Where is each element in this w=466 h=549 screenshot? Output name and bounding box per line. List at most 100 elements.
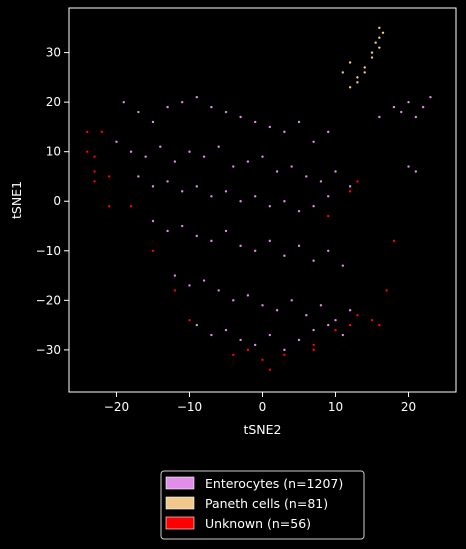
data-point-series-0 (202, 279, 206, 282)
data-point-series-2 (173, 289, 177, 292)
data-point-series-0 (246, 294, 250, 297)
data-point-series-0 (268, 125, 272, 129)
data-point-series-0 (253, 120, 257, 124)
data-point-series-0 (253, 343, 257, 347)
data-point-series-2 (86, 130, 89, 134)
data-point-series-2 (93, 155, 96, 158)
data-point-series-0 (246, 160, 250, 163)
legend-items: Enterocytes (n=1207) Paneth cells (n=81) U… (165, 476, 343, 531)
data-point-series-0 (290, 299, 293, 302)
data-point-series-2 (100, 130, 104, 134)
data-point-series-0 (210, 333, 213, 337)
data-point-series-0 (217, 145, 220, 148)
x-tick-label: 20 (401, 400, 416, 414)
data-point-series-0 (297, 209, 301, 213)
data-point-series-0 (407, 165, 410, 168)
data-point-series-1 (370, 51, 374, 54)
data-point-series-2 (283, 353, 286, 357)
x-axis-ticks: −20 −10 0 10 20 (104, 392, 416, 414)
y-tick-label: 20 (46, 95, 61, 109)
data-point-series-0 (421, 105, 425, 109)
data-point-series-2 (378, 323, 381, 327)
data-point-series-1 (363, 66, 366, 69)
data-point-series-0 (305, 314, 308, 317)
legend: Enterocytes (n=1207) Paneth cells (n=81) U… (160, 470, 365, 540)
data-point-series-0 (312, 204, 315, 208)
data-point-series-0 (407, 100, 410, 104)
data-point-series-0 (392, 105, 396, 109)
y-tick-label: −30 (36, 343, 61, 357)
data-point-series-0 (275, 170, 279, 173)
data-point-series-0 (224, 328, 228, 332)
data-point-series-1 (356, 81, 359, 84)
data-point-series-2 (246, 348, 250, 352)
data-point-series-0 (378, 115, 381, 119)
data-point-series-0 (283, 200, 286, 203)
data-point-series-0 (327, 195, 330, 198)
data-point-series-1 (341, 71, 345, 74)
data-point-series-1 (378, 26, 381, 30)
y-tick-label: 0 (53, 194, 61, 208)
data-point-series-2 (312, 343, 315, 347)
data-point-series-0 (115, 140, 118, 143)
data-point-series-0 (312, 328, 315, 332)
data-point-series-0 (232, 165, 235, 168)
y-tick-label: 30 (46, 46, 61, 60)
data-point-series-0 (173, 160, 177, 163)
data-point-series-1 (348, 86, 352, 89)
data-point-series-0 (283, 348, 286, 352)
data-point-series-0 (166, 180, 169, 183)
legend-box (160, 470, 365, 540)
data-point-series-0 (166, 229, 169, 233)
data-point-series-0 (275, 309, 279, 312)
data-point-series-0 (210, 239, 213, 243)
data-point-series-0 (327, 323, 330, 327)
x-tick-label: −10 (177, 400, 202, 414)
data-point-series-0 (261, 155, 264, 158)
legend-swatch (165, 496, 195, 510)
data-point-series-1 (363, 71, 366, 74)
legend-label: Unknown (n=56) (205, 516, 311, 531)
data-point-series-0 (180, 224, 184, 228)
data-point-series-0 (129, 150, 133, 153)
data-point-series-2 (392, 239, 396, 243)
data-point-series-0 (232, 299, 235, 302)
data-point-series-0 (122, 100, 125, 104)
data-point-series-1 (381, 31, 385, 34)
data-points-layer (86, 26, 432, 371)
legend-label: Paneth cells (n=81) (205, 496, 328, 511)
data-point-series-0 (290, 165, 293, 168)
data-point-series-0 (180, 190, 184, 193)
data-point-series-0 (210, 105, 213, 109)
y-tick-label: 10 (46, 145, 61, 159)
data-point-series-0 (341, 333, 345, 337)
data-point-series-0 (217, 289, 220, 292)
data-point-series-0 (195, 185, 198, 188)
data-point-series-0 (268, 239, 272, 243)
data-point-series-0 (195, 234, 198, 238)
data-point-series-0 (180, 100, 184, 104)
data-point-series-0 (312, 140, 315, 143)
x-tick-label: −20 (104, 400, 129, 414)
data-point-series-0 (348, 309, 352, 312)
data-point-series-2 (107, 175, 111, 178)
data-point-series-2 (268, 368, 272, 371)
data-point-series-0 (239, 200, 242, 203)
data-point-series-1 (374, 41, 377, 44)
y-tick-label: −10 (36, 244, 61, 258)
data-point-series-2 (151, 249, 155, 252)
data-point-series-2 (327, 214, 330, 218)
data-point-series-2 (356, 314, 359, 317)
data-point-series-0 (239, 338, 242, 342)
data-point-series-2 (129, 204, 133, 208)
data-point-series-0 (305, 175, 308, 178)
data-point-series-2 (93, 170, 96, 173)
data-point-series-0 (268, 333, 272, 337)
data-point-series-0 (414, 170, 418, 173)
x-axis-title: tSNE2 (243, 422, 281, 437)
data-point-series-2 (312, 348, 315, 352)
data-point-series-1 (370, 56, 374, 59)
data-point-series-0 (188, 284, 191, 287)
data-point-series-0 (348, 185, 352, 188)
